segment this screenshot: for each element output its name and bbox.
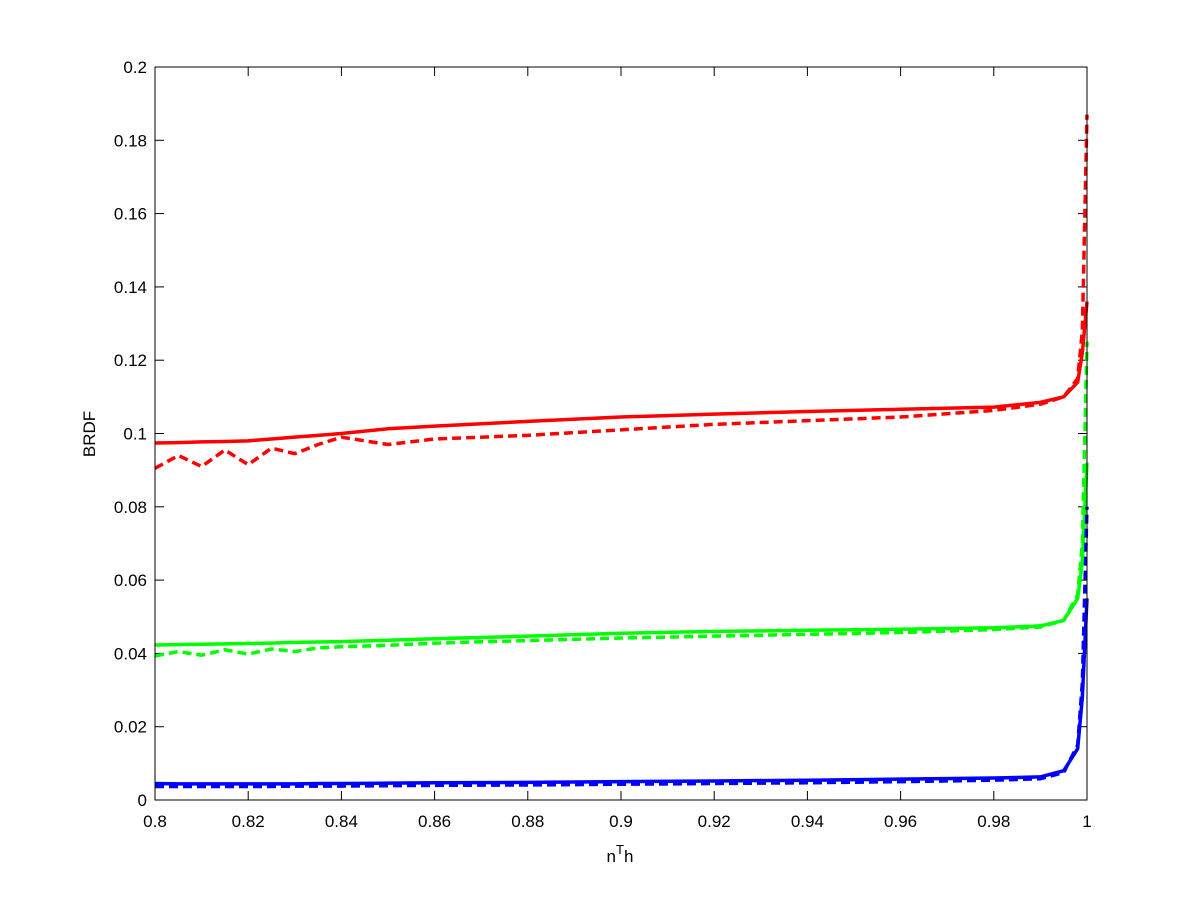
y-tick-label: 0.08: [114, 498, 147, 517]
x-tick-label: 0.8: [143, 812, 167, 831]
x-axis-label-part: h: [624, 847, 633, 866]
y-tick-label: 0.04: [114, 644, 147, 663]
y-tick-label: 0.14: [114, 278, 147, 297]
x-axis-label-part: n: [607, 847, 616, 866]
x-tick-label: 0.98: [977, 812, 1010, 831]
y-tick-label: 0.06: [114, 571, 147, 590]
y-tick-label: 0: [138, 791, 147, 810]
x-tick-label: 0.86: [418, 812, 451, 831]
line-series: [154, 598, 1089, 786]
x-tick-label: 0.88: [511, 812, 544, 831]
y-tick-label: 0.12: [114, 351, 147, 370]
x-axis-label: nTh: [607, 842, 634, 866]
y-tick-label: 0.18: [114, 131, 147, 150]
y-tick-label: 0.2: [123, 58, 147, 77]
y-tick-label: 0.16: [114, 205, 147, 224]
x-tick-label: 0.92: [698, 812, 731, 831]
y-tick-label: 0.02: [114, 718, 147, 737]
y-tick-label: 0.1: [123, 425, 147, 444]
x-tick-label: 0.9: [609, 812, 633, 831]
x-tick-label: 0.96: [884, 812, 917, 831]
x-axis-label-sup: T: [616, 842, 624, 857]
x-tick-label: 0.84: [325, 812, 358, 831]
line-series: [154, 341, 1089, 658]
y-axis-label: BRDF: [80, 411, 99, 457]
x-tick-label: 0.82: [232, 812, 265, 831]
plot-frame: [154, 66, 1088, 801]
line-series: [154, 301, 1089, 445]
x-tick-label: 1: [1082, 812, 1091, 831]
line-series: [155, 506, 1089, 789]
line-series: [154, 114, 1089, 470]
x-tick-label: 0.94: [791, 812, 824, 831]
